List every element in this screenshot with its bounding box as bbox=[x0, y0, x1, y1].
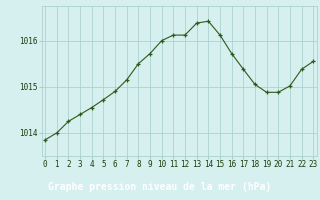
Text: Graphe pression niveau de la mer (hPa): Graphe pression niveau de la mer (hPa) bbox=[48, 182, 272, 192]
